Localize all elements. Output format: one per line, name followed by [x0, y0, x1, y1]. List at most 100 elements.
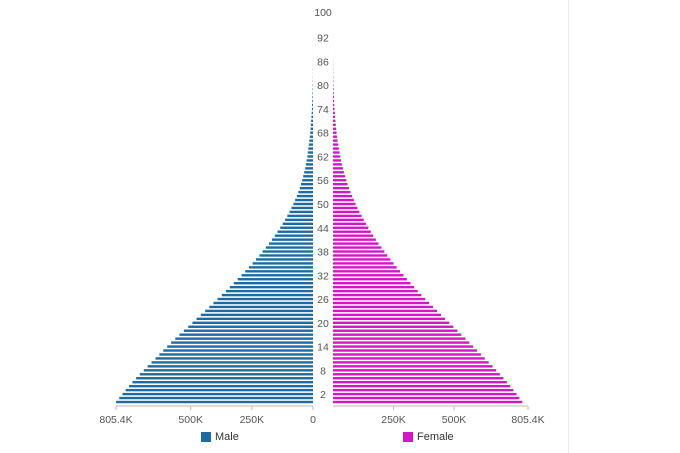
female-bar-age-76[interactable] [333, 99, 335, 103]
male-bar-age-66[interactable] [309, 139, 313, 142]
female-bar-age-31[interactable] [333, 278, 407, 281]
male-bar-age-43[interactable] [277, 230, 313, 233]
male-bar-age-23[interactable] [205, 309, 313, 313]
female-bar-age-30[interactable] [333, 282, 411, 285]
male-bar-age-27[interactable] [221, 293, 313, 297]
female-bar-age-1[interactable] [333, 396, 520, 400]
male-bar-age-33[interactable] [245, 270, 313, 273]
male-bar-age-28[interactable] [225, 289, 313, 293]
male-bar-age-40[interactable] [268, 242, 313, 245]
male-bar-age-20[interactable] [192, 321, 313, 324]
male-bar-age-10[interactable] [151, 361, 313, 364]
male-bar-age-31[interactable] [237, 278, 313, 281]
male-bar-age-29[interactable] [229, 285, 313, 289]
female-bar-age-69[interactable] [333, 127, 337, 130]
female-bar-age-72[interactable] [333, 115, 336, 119]
male-bar-age-0[interactable] [116, 400, 313, 404]
female-bar-age-10[interactable] [333, 361, 489, 364]
male-bar-age-19[interactable] [188, 325, 313, 328]
male-bar-age-76[interactable] [312, 99, 313, 103]
female-bar-age-24[interactable] [333, 305, 433, 309]
female-bar-age-7[interactable] [333, 373, 500, 376]
male-bar-age-42[interactable] [274, 234, 313, 237]
male-bar-age-7[interactable] [139, 373, 313, 376]
male-bar-age-6[interactable] [136, 377, 313, 380]
male-bar-age-53[interactable] [298, 190, 313, 194]
male-bar-age-67[interactable] [309, 135, 313, 138]
male-bar-age-59[interactable] [305, 167, 313, 170]
female-bar-age-33[interactable] [333, 270, 401, 273]
male-bar-age-70[interactable] [310, 123, 313, 126]
female-bar-age-62[interactable] [333, 155, 341, 158]
female-bar-age-68[interactable] [333, 131, 337, 134]
female-bar-age-28[interactable] [333, 289, 418, 293]
male-bar-age-39[interactable] [265, 246, 313, 249]
female-bar-age-55[interactable] [333, 183, 348, 186]
female-bar-age-38[interactable] [333, 250, 385, 253]
female-bar-age-61[interactable] [333, 159, 341, 162]
male-bar-age-35[interactable] [252, 262, 313, 265]
female-bar-age-34[interactable] [333, 266, 397, 269]
male-bar-age-65[interactable] [308, 143, 313, 146]
male-bar-age-24[interactable] [209, 305, 313, 309]
female-bar-age-49[interactable] [333, 206, 358, 210]
female-bar-age-14[interactable] [333, 345, 474, 348]
male-bar-age-22[interactable] [200, 313, 313, 317]
female-bar-age-63[interactable] [333, 151, 340, 154]
male-bar-age-55[interactable] [301, 183, 313, 186]
female-bar-age-5[interactable] [333, 381, 507, 384]
female-bar-age-17[interactable] [333, 333, 462, 336]
male-bar-age-11[interactable] [155, 357, 313, 360]
male-bar-age-25[interactable] [213, 301, 313, 305]
female-bar-age-26[interactable] [333, 297, 426, 301]
female-bar-age-40[interactable] [333, 242, 379, 245]
male-bar-age-44[interactable] [280, 226, 313, 229]
male-bar-age-46[interactable] [285, 218, 313, 222]
male-bar-age-72[interactable] [311, 115, 313, 119]
male-bar-age-75[interactable] [312, 103, 313, 107]
female-bar-age-39[interactable] [333, 246, 382, 249]
male-bar-age-74[interactable] [311, 107, 313, 111]
female-bar-age-23[interactable] [333, 309, 438, 313]
female-bar-age-35[interactable] [333, 262, 394, 265]
female-bar-age-56[interactable] [333, 179, 347, 182]
male-bar-age-32[interactable] [241, 274, 313, 277]
female-bar-age-9[interactable] [333, 365, 493, 368]
male-bar-age-50[interactable] [293, 202, 313, 206]
male-bar-age-48[interactable] [289, 210, 313, 214]
female-bar-age-36[interactable] [333, 258, 391, 261]
female-bar-age-2[interactable] [333, 392, 517, 396]
female-bar-age-46[interactable] [333, 218, 364, 222]
female-bar-age-8[interactable] [333, 369, 497, 372]
female-bar-age-43[interactable] [333, 230, 371, 233]
male-bar-age-15[interactable] [171, 341, 313, 344]
female-bar-age-70[interactable] [333, 123, 336, 126]
male-bar-age-5[interactable] [132, 381, 313, 384]
female-bar-age-13[interactable] [333, 349, 478, 352]
male-bar-age-73[interactable] [311, 111, 313, 115]
female-bar-age-19[interactable] [333, 325, 454, 328]
female-bar-age-57[interactable] [333, 175, 346, 178]
male-bar-age-17[interactable] [179, 333, 313, 336]
female-bar-age-16[interactable] [333, 337, 466, 340]
male-bar-age-57[interactable] [303, 175, 313, 178]
female-bar-age-74[interactable] [333, 107, 335, 111]
female-bar-age-37[interactable] [333, 254, 388, 257]
male-bar-age-63[interactable] [307, 151, 313, 154]
male-bar-age-61[interactable] [306, 159, 313, 162]
male-bar-age-21[interactable] [196, 317, 313, 321]
male-bar-age-58[interactable] [304, 171, 313, 174]
legend-female[interactable]: Female [403, 431, 454, 443]
female-bar-age-3[interactable] [333, 388, 514, 392]
male-bar-age-54[interactable] [299, 186, 313, 190]
female-bar-age-64[interactable] [333, 147, 339, 150]
female-bar-age-42[interactable] [333, 234, 374, 237]
male-bar-age-41[interactable] [271, 238, 313, 241]
male-bar-age-45[interactable] [282, 222, 313, 225]
male-bar-age-2[interactable] [122, 392, 313, 396]
female-bar-age-65[interactable] [333, 143, 339, 146]
male-bar-age-69[interactable] [310, 127, 313, 130]
female-bar-age-20[interactable] [333, 321, 450, 324]
female-bar-age-29[interactable] [333, 285, 415, 289]
female-bar-age-22[interactable] [333, 313, 441, 317]
